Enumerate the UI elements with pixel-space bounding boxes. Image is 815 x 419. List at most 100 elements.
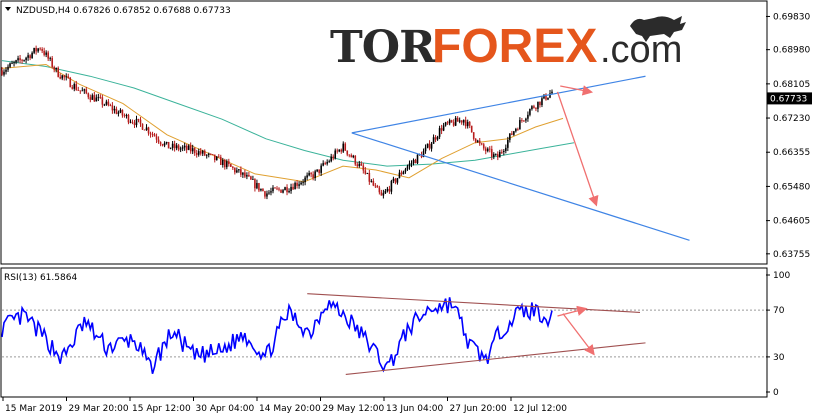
candle-body: [19, 58, 21, 61]
candle-body: [466, 121, 469, 127]
candle-body: [519, 120, 521, 130]
candle-body: [272, 187, 274, 192]
candle-body: [23, 60, 25, 61]
candle-body: [260, 188, 262, 191]
candle-body: [476, 140, 479, 142]
candle-body: [490, 149, 493, 157]
candle-body: [384, 190, 387, 194]
rsi-tick-label: 70: [773, 306, 785, 316]
candle-body: [125, 114, 128, 116]
candle-body: [286, 187, 288, 193]
candle-body: [29, 55, 31, 59]
candle-body: [304, 177, 306, 183]
candle-body: [141, 123, 144, 130]
candle-body: [69, 77, 72, 88]
candle-body: [242, 172, 244, 175]
candle-body: [336, 150, 339, 152]
candle-body: [246, 175, 248, 177]
candle-body: [71, 87, 74, 89]
candle-body: [147, 127, 150, 134]
candle-body: [410, 163, 413, 165]
candle-body: [63, 75, 66, 78]
candle-body: [378, 187, 381, 193]
candle-body: [238, 169, 240, 171]
candle-body: [370, 181, 373, 182]
candle-body: [157, 139, 160, 143]
candle-body: [109, 105, 112, 106]
candle-body: [191, 148, 194, 152]
price-tick-label: 0.69830: [773, 12, 810, 22]
candle-body: [330, 156, 332, 162]
candle-body: [438, 128, 441, 137]
price-tick-label: 0.64605: [773, 217, 810, 227]
candle-body: [380, 192, 383, 196]
candle-body: [266, 193, 268, 197]
candle-body: [244, 172, 246, 177]
candle-body: [39, 48, 41, 50]
candle-body: [340, 149, 343, 152]
candle-body: [537, 101, 539, 109]
candle-body: [67, 76, 70, 78]
candle-body: [523, 120, 525, 122]
candle-body: [159, 142, 162, 145]
candle-body: [47, 52, 49, 59]
candle-body: [131, 121, 134, 123]
candle-body: [298, 184, 300, 186]
candle-body: [3, 71, 5, 75]
candle-body: [424, 147, 427, 152]
candle-body: [416, 154, 419, 164]
candle-body: [316, 169, 318, 172]
time-tick-label: 30 Apr 04:00: [196, 404, 255, 414]
candle-body: [81, 90, 84, 92]
candle-body: [452, 122, 455, 126]
candle-body: [350, 155, 353, 158]
candle-body: [454, 117, 457, 126]
brand-part-tor: TOR: [330, 22, 436, 73]
candle-body: [163, 143, 166, 146]
candle-body: [362, 165, 365, 171]
candle-body: [107, 101, 110, 106]
candle-body: [95, 97, 98, 102]
candle-body: [507, 139, 509, 148]
candle-body: [482, 144, 485, 149]
candle-body: [376, 185, 379, 188]
candle-body: [189, 145, 192, 152]
candle-body: [240, 169, 242, 175]
price-tick-label: 0.68980: [773, 46, 810, 56]
candle-body: [53, 67, 55, 70]
rsi-tick-label: 100: [773, 271, 790, 281]
candle-body: [497, 154, 499, 158]
candle-body: [9, 63, 11, 67]
ma-slow-line: [1, 60, 575, 167]
price-tick-label: 0.63755: [773, 250, 810, 260]
candle-body: [7, 66, 9, 70]
candle-body: [213, 154, 216, 160]
candle-body: [352, 155, 355, 158]
candle-body: [342, 143, 345, 152]
candle-body: [185, 145, 188, 150]
candle-body: [264, 191, 266, 197]
candle-body: [374, 185, 377, 187]
candle-body: [366, 172, 369, 174]
candle-body: [360, 163, 363, 166]
candle-body: [179, 148, 182, 150]
candle-body: [408, 163, 411, 167]
candle-body: [133, 122, 136, 126]
candle-body: [61, 75, 64, 79]
candle-body: [310, 173, 312, 175]
candle-body: [222, 160, 224, 165]
candle-body: [143, 129, 146, 131]
candle-body: [488, 148, 491, 150]
candle-body: [35, 47, 37, 52]
candle-body: [167, 141, 170, 149]
candle-body: [105, 101, 108, 105]
candle-body: [388, 188, 391, 192]
candle-body: [292, 186, 294, 190]
rsi-forecast-arrow-2: [562, 313, 595, 356]
candle-body: [33, 47, 35, 53]
candle-body: [436, 136, 439, 140]
candle-body: [278, 188, 280, 190]
candle-body: [358, 163, 361, 167]
candle-body: [470, 125, 473, 133]
candle-body: [394, 178, 397, 183]
